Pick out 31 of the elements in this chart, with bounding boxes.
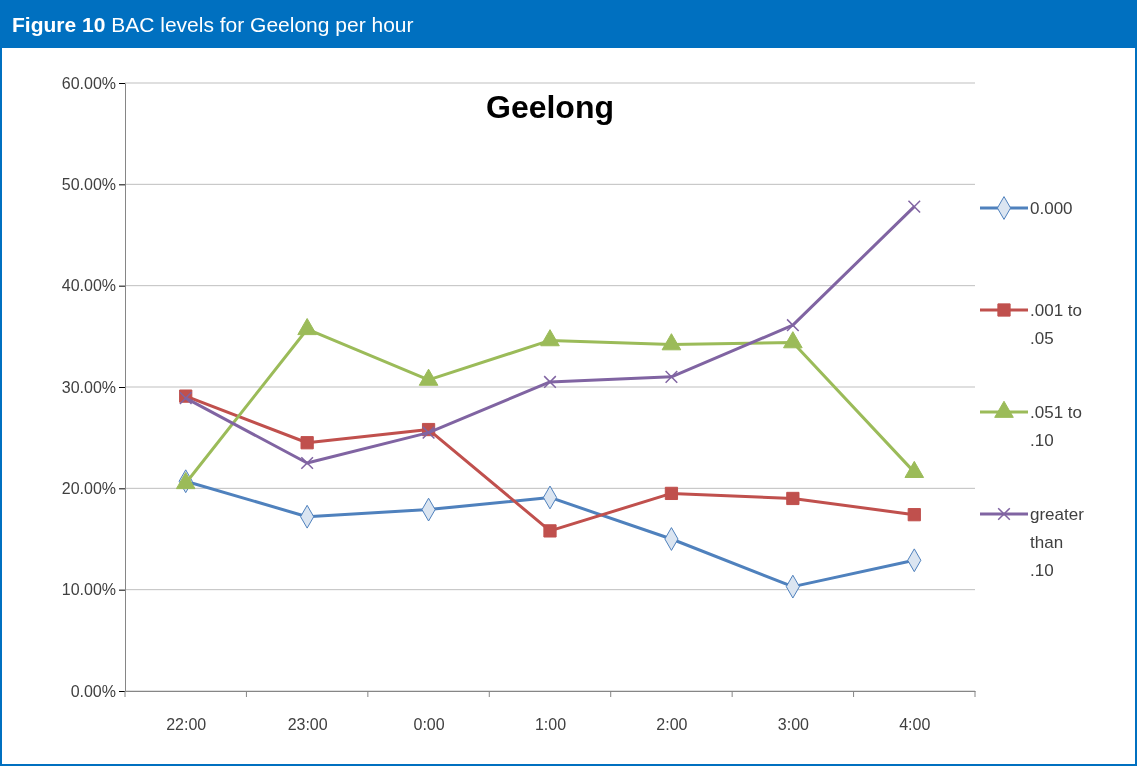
legend-label: 0.000 [1030, 199, 1073, 218]
point [786, 491, 800, 506]
y-tick-label: 30.00% [61, 378, 116, 396]
y-tick-label: 10.00% [61, 581, 116, 599]
legend-label: greater than .10 [1030, 505, 1085, 580]
point [664, 370, 678, 384]
x-tick-label: 2:00 [656, 716, 688, 734]
x-tick-label: 0:00 [413, 716, 445, 734]
y-tick-label: 0.00% [70, 682, 116, 700]
point [907, 508, 921, 522]
x-tick-label: 22:00 [166, 716, 207, 734]
point [300, 436, 314, 450]
legend-label: .001 to .05 [1030, 301, 1082, 348]
y-tick-label: 50.00% [61, 175, 116, 193]
point [907, 200, 921, 214]
point [422, 426, 436, 440]
y-tick-label: 60.00% [61, 74, 116, 92]
legend-label: .051 to .10 [1030, 403, 1082, 450]
y-tick-label: 40.00% [61, 277, 116, 295]
x-tick-label: 4:00 [899, 716, 931, 734]
point [543, 524, 557, 538]
x-tick-label: 23:00 [287, 716, 328, 734]
x-tick-label: 1:00 [534, 716, 567, 734]
chart-subtitle: Geelong [485, 89, 615, 125]
y-tick-label: 20.00% [61, 479, 116, 497]
point [664, 486, 679, 501]
chart-title: Figure 10 BAC levels for Geelong per hour [12, 13, 414, 36]
x-tick-label: 3:00 [777, 716, 810, 734]
point [300, 456, 314, 470]
point [543, 375, 557, 389]
point [786, 318, 800, 332]
